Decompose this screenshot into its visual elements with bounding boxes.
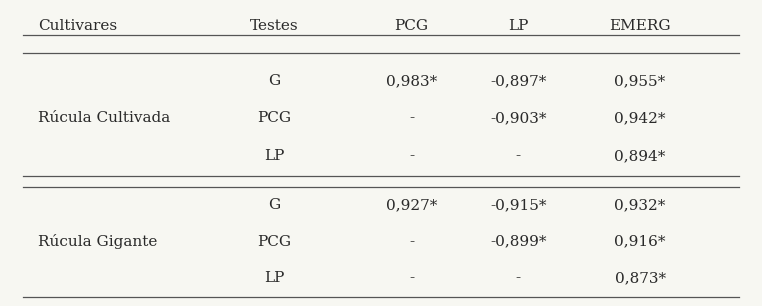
Text: -: - <box>516 149 520 163</box>
Text: LP: LP <box>508 19 528 33</box>
Text: PCG: PCG <box>258 235 291 249</box>
Text: G: G <box>268 198 280 212</box>
Text: LP: LP <box>264 271 284 285</box>
Text: Rúcula Cultivada: Rúcula Cultivada <box>38 111 171 125</box>
Text: EMERG: EMERG <box>610 19 671 33</box>
Text: PCG: PCG <box>258 111 291 125</box>
Text: PCG: PCG <box>395 19 428 33</box>
Text: -: - <box>409 235 414 249</box>
Text: 0,894*: 0,894* <box>614 149 666 163</box>
Text: Rúcula Gigante: Rúcula Gigante <box>38 234 158 249</box>
Text: 0,916*: 0,916* <box>614 235 666 249</box>
Text: 0,983*: 0,983* <box>386 74 437 88</box>
Text: 0,942*: 0,942* <box>614 111 666 125</box>
Text: -0,899*: -0,899* <box>490 235 546 249</box>
Text: -0,897*: -0,897* <box>490 74 546 88</box>
Text: -: - <box>409 111 414 125</box>
Text: -0,903*: -0,903* <box>490 111 546 125</box>
Text: G: G <box>268 74 280 88</box>
Text: Cultivares: Cultivares <box>38 19 117 33</box>
Text: -0,915*: -0,915* <box>490 198 546 212</box>
Text: Testes: Testes <box>250 19 299 33</box>
Text: 0,955*: 0,955* <box>614 74 666 88</box>
Text: LP: LP <box>264 149 284 163</box>
Text: -: - <box>516 271 520 285</box>
Text: -: - <box>409 149 414 163</box>
Text: 0,927*: 0,927* <box>386 198 437 212</box>
Text: 0,873*: 0,873* <box>614 271 666 285</box>
Text: 0,932*: 0,932* <box>614 198 666 212</box>
Text: -: - <box>409 271 414 285</box>
